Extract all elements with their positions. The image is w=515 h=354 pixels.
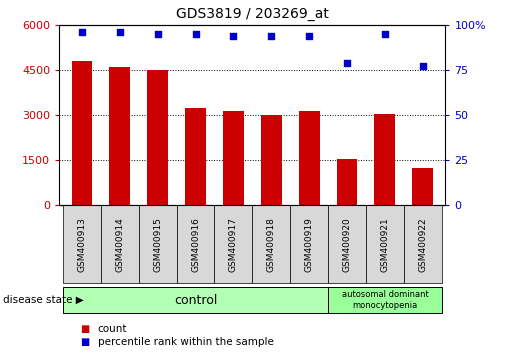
Bar	[101, 205, 139, 283]
Point	[192, 31, 200, 37]
Bar	[299, 110, 320, 205]
Bar	[413, 168, 433, 205]
Text: control: control	[174, 293, 217, 307]
Point	[343, 60, 351, 65]
Text: GSM400915: GSM400915	[153, 217, 162, 272]
Text: GSM400918: GSM400918	[267, 217, 276, 272]
Point	[419, 63, 427, 69]
Text: disease state ▶: disease state ▶	[3, 295, 83, 305]
Bar	[177, 205, 214, 283]
Text: ■: ■	[80, 337, 89, 347]
Text: GSM400914: GSM400914	[115, 217, 124, 272]
Text: GSM400916: GSM400916	[191, 217, 200, 272]
Text: GSM400922: GSM400922	[418, 217, 427, 272]
Bar	[147, 70, 168, 205]
Bar	[328, 205, 366, 283]
Bar	[366, 205, 404, 283]
Point	[381, 31, 389, 37]
Point	[153, 31, 162, 37]
Bar	[63, 287, 328, 313]
Point	[305, 33, 313, 39]
Point	[116, 29, 124, 35]
Bar	[139, 205, 177, 283]
Bar	[261, 115, 282, 205]
Bar	[374, 114, 396, 205]
Bar	[404, 205, 442, 283]
Point	[267, 33, 276, 39]
Bar	[223, 110, 244, 205]
Bar	[214, 205, 252, 283]
Bar	[290, 205, 328, 283]
Bar	[252, 205, 290, 283]
Text: GSM400913: GSM400913	[77, 217, 87, 272]
Text: GSM400921: GSM400921	[381, 217, 389, 272]
Bar	[72, 61, 92, 205]
Bar	[109, 67, 130, 205]
Text: GSM400920: GSM400920	[342, 217, 352, 272]
Text: percentile rank within the sample: percentile rank within the sample	[98, 337, 274, 347]
Text: GSM400917: GSM400917	[229, 217, 238, 272]
Bar	[185, 108, 206, 205]
Title: GDS3819 / 203269_at: GDS3819 / 203269_at	[176, 7, 329, 21]
Text: ■: ■	[80, 324, 89, 333]
Point	[78, 29, 86, 35]
Text: GSM400919: GSM400919	[305, 217, 314, 272]
Bar	[63, 205, 101, 283]
Point	[229, 33, 237, 39]
Text: count: count	[98, 324, 127, 333]
Text: autosomal dominant
monocytopenia: autosomal dominant monocytopenia	[341, 290, 428, 310]
Bar	[328, 287, 442, 313]
Bar	[337, 159, 357, 205]
